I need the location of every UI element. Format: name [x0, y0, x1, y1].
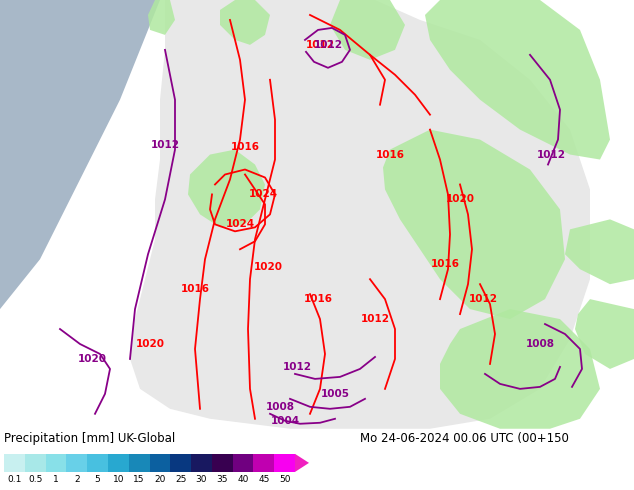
Polygon shape	[0, 0, 160, 309]
Text: 50: 50	[279, 475, 290, 484]
Bar	[129, 454, 150, 472]
Text: 1012: 1012	[536, 149, 566, 160]
Polygon shape	[383, 130, 565, 319]
Bar	[191, 454, 212, 472]
Text: 30: 30	[196, 475, 207, 484]
Bar	[25, 454, 46, 472]
Text: 1020: 1020	[446, 195, 474, 204]
Polygon shape	[188, 149, 265, 227]
Text: 1012: 1012	[469, 294, 498, 304]
Text: 1016: 1016	[430, 259, 460, 269]
Text: 25: 25	[175, 475, 186, 484]
Text: 1008: 1008	[266, 402, 295, 412]
Polygon shape	[565, 220, 634, 284]
Polygon shape	[130, 0, 590, 429]
Polygon shape	[220, 0, 270, 45]
Text: 1012: 1012	[306, 40, 335, 50]
Text: 0.5: 0.5	[28, 475, 42, 484]
Text: 2: 2	[74, 475, 79, 484]
Text: 1008: 1008	[526, 339, 555, 349]
Polygon shape	[575, 299, 634, 369]
Polygon shape	[295, 454, 309, 472]
Text: 1012: 1012	[283, 362, 311, 372]
Text: 1005: 1005	[321, 389, 349, 399]
Text: Mo 24-06-2024 00.06 UTC (00+150: Mo 24-06-2024 00.06 UTC (00+150	[360, 432, 569, 445]
Text: 1020: 1020	[77, 354, 107, 364]
Bar	[171, 454, 191, 472]
Text: 1012: 1012	[150, 140, 179, 149]
Bar	[87, 454, 108, 472]
Bar	[275, 454, 295, 472]
Text: 1012: 1012	[361, 314, 389, 324]
Text: 5: 5	[94, 475, 100, 484]
Text: 1016: 1016	[181, 284, 209, 294]
Text: 1: 1	[53, 475, 59, 484]
Text: 15: 15	[133, 475, 145, 484]
Bar	[4, 454, 25, 472]
Text: 1012: 1012	[313, 40, 342, 50]
Bar	[233, 454, 254, 472]
Text: 1020: 1020	[136, 339, 164, 349]
Text: 1024: 1024	[226, 220, 255, 229]
Polygon shape	[425, 0, 610, 160]
Text: Precipitation [mm] UK-Global: Precipitation [mm] UK-Global	[4, 432, 175, 445]
Text: 20: 20	[154, 475, 165, 484]
Text: 1024: 1024	[249, 190, 278, 199]
Text: 1020: 1020	[254, 262, 283, 272]
Bar	[108, 454, 129, 472]
Bar	[67, 454, 87, 472]
Text: 40: 40	[237, 475, 249, 484]
Text: 10: 10	[113, 475, 124, 484]
Polygon shape	[440, 309, 600, 429]
Bar	[150, 454, 171, 472]
Text: 1016: 1016	[304, 294, 332, 304]
Text: 35: 35	[216, 475, 228, 484]
Bar	[254, 454, 275, 472]
Text: 45: 45	[258, 475, 269, 484]
Bar	[212, 454, 233, 472]
Polygon shape	[148, 0, 175, 35]
Bar	[46, 454, 67, 472]
Text: 0.1: 0.1	[7, 475, 22, 484]
Text: 1004: 1004	[271, 416, 299, 426]
Text: 1016: 1016	[375, 149, 404, 160]
Polygon shape	[330, 0, 405, 60]
Text: 1016: 1016	[231, 142, 259, 151]
